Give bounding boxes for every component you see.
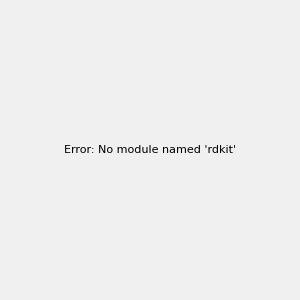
Text: Error: No module named 'rdkit': Error: No module named 'rdkit' (64, 145, 236, 155)
